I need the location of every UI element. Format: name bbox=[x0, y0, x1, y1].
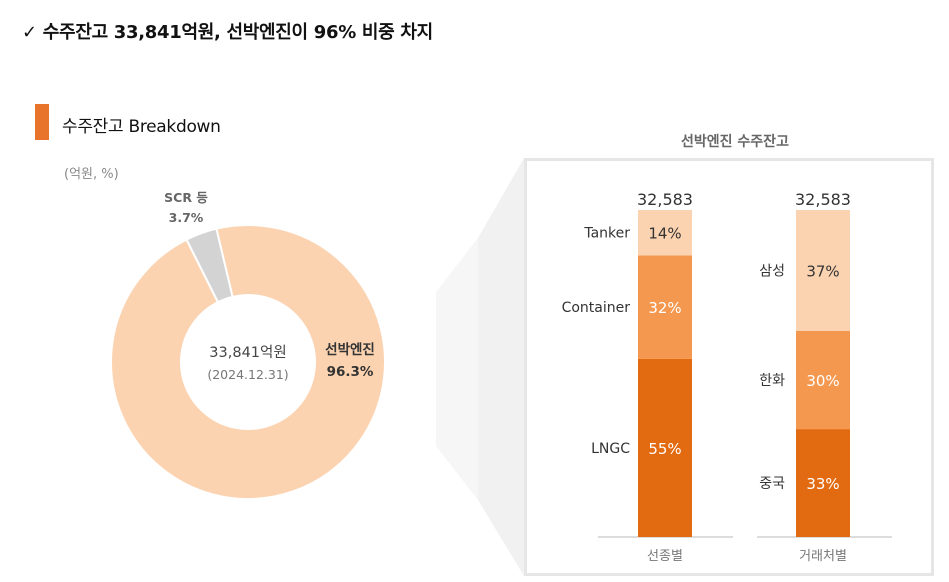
bar-name-container: Container bbox=[562, 300, 631, 316]
engine-backlog-panel bbox=[524, 158, 934, 576]
unit-label: (억원, %) bbox=[64, 167, 119, 182]
bar-segment-container bbox=[638, 255, 692, 359]
check-icon: ✓ bbox=[22, 22, 37, 43]
bar-name-삼성: 삼성 bbox=[759, 263, 785, 279]
donut-label-engine: 선박엔진 bbox=[325, 341, 375, 358]
bar-label-삼성: 37% bbox=[806, 262, 839, 280]
section-marker bbox=[35, 104, 49, 140]
zoom-connector-inner bbox=[436, 238, 478, 500]
bar-segment-한화 bbox=[796, 330, 850, 430]
donut-slice-engine bbox=[110, 224, 386, 500]
bar-segment-lngc bbox=[638, 358, 692, 537]
bar-segment-중국 bbox=[796, 429, 850, 537]
donut-center-value: 33,841억원 bbox=[209, 344, 286, 361]
bar-label-tanker: 14% bbox=[648, 225, 681, 243]
bar-category-1: 선종별 bbox=[647, 549, 683, 564]
donut-slice-scr bbox=[185, 227, 234, 304]
headline-text: 수주잔고 33,841억원, 선박엔진이 96% 비중 차지 bbox=[42, 22, 433, 43]
bar-label-container: 32% bbox=[648, 299, 681, 317]
bar-total-2: 32,583 bbox=[795, 190, 851, 209]
bar-name-중국: 중국 bbox=[759, 476, 785, 492]
bar-total-1: 32,583 bbox=[637, 190, 693, 209]
headline: ✓ 수주잔고 33,841억원, 선박엔진이 96% 비중 차지 bbox=[22, 18, 433, 44]
bar-category-2: 거래처별 bbox=[799, 549, 847, 564]
bar-segment-삼성 bbox=[796, 210, 850, 331]
donut-value-engine: 96.3% bbox=[327, 364, 374, 380]
donut-value-scr: 3.7% bbox=[169, 210, 204, 225]
right-chart-title: 선박엔진 수주잔고 bbox=[681, 134, 789, 150]
bar-label-중국: 33% bbox=[806, 475, 839, 493]
bar-segment-tanker bbox=[638, 210, 692, 256]
bar-name-lngc: LNGC bbox=[591, 441, 630, 457]
donut-label-scr: SCR 등 bbox=[164, 190, 208, 205]
section-title: 수주잔고 Breakdown bbox=[62, 117, 221, 137]
bar-label-한화: 30% bbox=[806, 372, 839, 390]
donut-center-date: (2024.12.31) bbox=[207, 367, 288, 382]
bar-name-한화: 한화 bbox=[759, 373, 785, 389]
zoom-connector bbox=[478, 158, 524, 576]
bar-label-lngc: 55% bbox=[648, 440, 681, 458]
bar-name-tanker: Tanker bbox=[583, 226, 630, 242]
